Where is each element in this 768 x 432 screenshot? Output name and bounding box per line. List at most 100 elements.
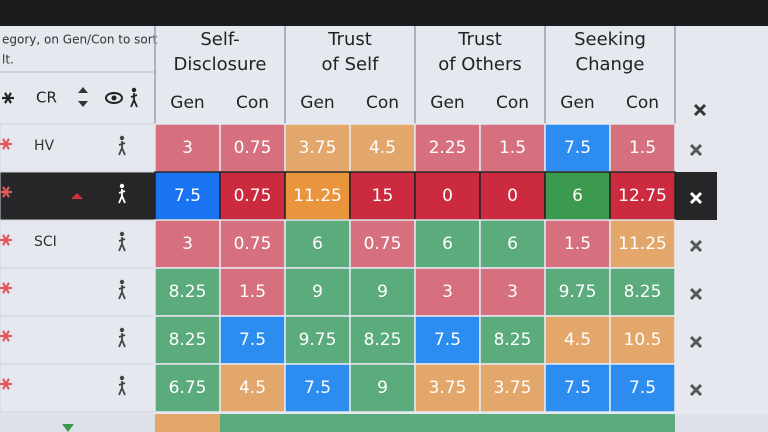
cell [544, 171, 611, 221]
cell-value: 4.5 [564, 330, 591, 350]
cell-value: 10.5 [624, 330, 662, 350]
group-name: of Self [322, 54, 380, 75]
cell-value: 0 [507, 186, 518, 206]
cell [154, 219, 221, 269]
cell [219, 315, 286, 365]
partial-cell [285, 414, 675, 432]
close-icon[interactable] [693, 103, 707, 117]
cell [349, 219, 416, 269]
asterisk [2, 138, 10, 150]
cell-value: 6 [507, 234, 518, 254]
cell-value: 3 [507, 282, 518, 302]
cell [544, 315, 611, 365]
person-icon [118, 189, 126, 204]
close-icon[interactable] [689, 191, 703, 205]
sub-header[interactable]: Gen [300, 93, 334, 113]
cell [609, 267, 676, 317]
cell-value: 2.25 [429, 138, 467, 158]
cell [609, 219, 676, 269]
cell-value: 8.25 [169, 282, 207, 302]
sub-header[interactable]: Gen [430, 93, 464, 113]
sub-header[interactable]: Con [236, 93, 269, 113]
row-bg [0, 219, 156, 269]
cell [609, 123, 676, 173]
person-icon [118, 333, 126, 348]
group-name: Disclosure [173, 54, 266, 75]
cell-value: 6 [312, 234, 323, 254]
cell [284, 123, 351, 173]
cell [154, 171, 221, 221]
cell-value: 3 [182, 138, 193, 158]
cell [609, 171, 676, 221]
cr-header[interactable]: CR [36, 89, 57, 107]
cell-value: 11.25 [618, 234, 667, 254]
cell-value: 8.25 [624, 282, 662, 302]
sub-header[interactable]: Con [366, 93, 399, 113]
cell [479, 315, 546, 365]
run-icon [130, 93, 138, 108]
cell-value: 11.25 [293, 186, 342, 206]
person-icon [119, 135, 125, 141]
group-name: Change [576, 54, 645, 75]
row-bg [0, 123, 156, 173]
cell-value: 1.5 [239, 282, 266, 302]
cell-value: 9.75 [299, 330, 337, 350]
sub-header[interactable]: Con [496, 93, 529, 113]
cell-value: 15 [372, 186, 394, 206]
group-name: Seeking [574, 29, 646, 50]
sub-header[interactable]: Gen [170, 93, 204, 113]
row-label: HV [34, 138, 55, 154]
sub-header[interactable]: Con [626, 93, 659, 113]
cell-value: 7.5 [304, 378, 331, 398]
run-icon [131, 87, 137, 93]
person-icon [118, 381, 126, 396]
cell [609, 315, 676, 365]
close-icon[interactable] [689, 143, 703, 157]
cell-value: 7.5 [174, 186, 201, 206]
sort-icon[interactable] [78, 87, 88, 107]
close-icon[interactable] [689, 383, 703, 397]
partial-cell [155, 414, 220, 432]
row-bg [0, 267, 156, 317]
cell-value: 8.25 [169, 330, 207, 350]
cell [414, 315, 481, 365]
cell [414, 267, 481, 317]
person-icon [118, 285, 126, 300]
close-icon[interactable] [689, 239, 703, 253]
close-icon[interactable] [689, 287, 703, 301]
asterisk [2, 378, 10, 390]
cell-value: 8.25 [494, 330, 532, 350]
cell-value: 1.5 [629, 138, 656, 158]
cell-value: 0.75 [234, 186, 272, 206]
cell-value: 12.75 [618, 186, 667, 206]
cell-value: 9 [312, 282, 323, 302]
hint: lt. [2, 53, 14, 67]
cell-value: 7.5 [239, 330, 266, 350]
group-name: Trust [457, 29, 502, 50]
cell-value: 9 [377, 282, 388, 302]
cell-value: 8.25 [364, 330, 402, 350]
cell-value: 7.5 [564, 378, 591, 398]
person-icon [119, 327, 125, 333]
cell-value: 6.75 [169, 378, 207, 398]
cell-value: 0.75 [234, 234, 272, 254]
cell [544, 267, 611, 317]
cell [154, 363, 221, 413]
sub-header[interactable]: Gen [560, 93, 594, 113]
person-icon [119, 231, 125, 237]
person-icon [118, 237, 126, 252]
cell [219, 171, 286, 221]
cell-value: 4.5 [239, 378, 266, 398]
asterisk [4, 92, 12, 104]
cell-value: 0 [442, 186, 453, 206]
cell [544, 363, 611, 413]
eye-icon [105, 92, 123, 104]
person-icon [119, 375, 125, 381]
cell [479, 267, 546, 317]
close-icon[interactable] [689, 335, 703, 349]
cell [479, 219, 546, 269]
cell [414, 363, 481, 413]
hint: egory, on Gen/Con to sort [2, 33, 158, 47]
cell [544, 219, 611, 269]
